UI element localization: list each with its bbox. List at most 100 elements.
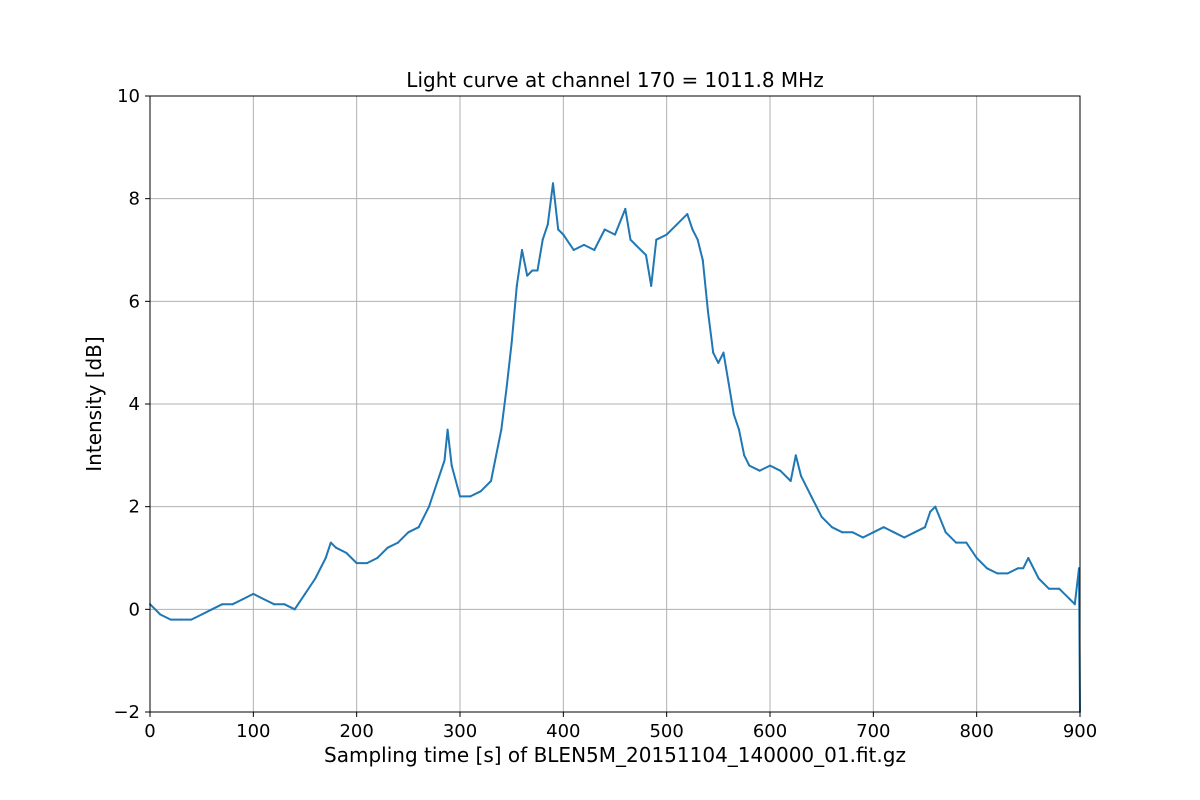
data-point	[443, 459, 446, 462]
data-point	[862, 536, 864, 539]
data-point	[748, 464, 751, 467]
data-point	[732, 413, 735, 416]
data-point	[407, 531, 410, 534]
y-tick-label: 8	[129, 189, 140, 210]
data-point	[929, 510, 932, 513]
data-point	[376, 557, 379, 559]
data-point	[789, 480, 792, 482]
data-point	[335, 546, 337, 549]
data-point	[738, 428, 740, 431]
data-point	[893, 531, 895, 534]
data-point	[252, 592, 255, 595]
data-point	[1073, 603, 1076, 606]
x-tick-label: 600	[753, 721, 787, 742]
y-tick-label: 2	[129, 497, 140, 518]
data-point	[996, 572, 999, 575]
data-point	[200, 613, 203, 616]
data-point	[701, 259, 704, 262]
data-point	[913, 531, 916, 534]
data-point	[650, 284, 653, 287]
x-tick-label: 400	[546, 721, 580, 742]
data-point	[438, 474, 441, 477]
data-point	[903, 536, 906, 539]
data-point	[515, 284, 518, 287]
data-point	[355, 562, 358, 565]
data-point	[686, 213, 689, 216]
data-point	[510, 341, 513, 344]
data-point	[882, 526, 885, 529]
data-point	[329, 541, 332, 544]
data-point	[1068, 598, 1071, 601]
data-point	[717, 361, 720, 364]
data-point	[521, 249, 523, 251]
y-tick-label: 6	[129, 291, 140, 312]
data-point	[314, 577, 317, 580]
data-point	[727, 382, 730, 385]
data-point	[965, 541, 968, 544]
data-point	[304, 592, 306, 595]
data-point	[851, 531, 854, 534]
data-point	[159, 613, 162, 616]
data-point	[707, 310, 709, 313]
y-tick-label: 4	[129, 394, 140, 415]
data-point	[841, 531, 844, 534]
data-point	[634, 243, 637, 246]
x-axis-label: Sampling time [s] of BLEN5M_20151104_140…	[324, 743, 906, 767]
data-point	[221, 603, 224, 606]
data-point	[345, 551, 348, 554]
data-point	[924, 526, 926, 529]
x-tick-label: 900	[1063, 721, 1097, 742]
data-point	[629, 238, 632, 241]
data-point	[743, 454, 746, 457]
y-tick-label: 10	[117, 86, 140, 107]
data-point	[1027, 557, 1030, 559]
data-point	[944, 531, 947, 534]
data-point	[758, 469, 761, 472]
data-point	[1058, 587, 1061, 590]
data-point	[231, 603, 234, 606]
data-point	[676, 223, 678, 226]
data-point	[446, 428, 449, 431]
x-tick-label: 500	[649, 721, 683, 742]
data-point	[526, 274, 529, 277]
y-tick-label: −2	[113, 702, 140, 723]
data-point	[490, 480, 492, 482]
data-point	[366, 562, 368, 565]
data-point	[955, 541, 957, 544]
series-layer	[149, 182, 1081, 713]
data-point	[593, 249, 596, 251]
data-point	[779, 469, 782, 472]
data-point	[645, 254, 647, 257]
data-point	[769, 464, 771, 467]
data-point	[986, 567, 988, 570]
data-point	[417, 526, 420, 529]
x-tick-label: 700	[856, 721, 890, 742]
data-point	[557, 228, 560, 231]
data-point	[242, 598, 244, 601]
data-point	[831, 526, 833, 529]
x-tick-label: 300	[443, 721, 477, 742]
data-point	[536, 269, 539, 272]
data-point	[820, 515, 823, 518]
data-point	[794, 454, 797, 457]
data-point	[1022, 567, 1025, 570]
data-point	[712, 351, 715, 354]
data-point	[614, 233, 616, 236]
data-point	[562, 233, 565, 236]
data-point	[1037, 577, 1040, 580]
data-point	[1017, 567, 1019, 570]
data-point	[324, 557, 327, 559]
data-point	[386, 546, 389, 549]
data-point	[552, 182, 554, 185]
data-point	[665, 233, 668, 236]
data-point	[397, 541, 399, 544]
data-point	[531, 269, 534, 272]
data-point	[505, 387, 508, 390]
data-point	[211, 608, 213, 611]
data-point	[428, 505, 430, 508]
data-point	[655, 238, 658, 241]
data-point	[541, 238, 544, 241]
x-tick-label: 800	[959, 721, 993, 742]
